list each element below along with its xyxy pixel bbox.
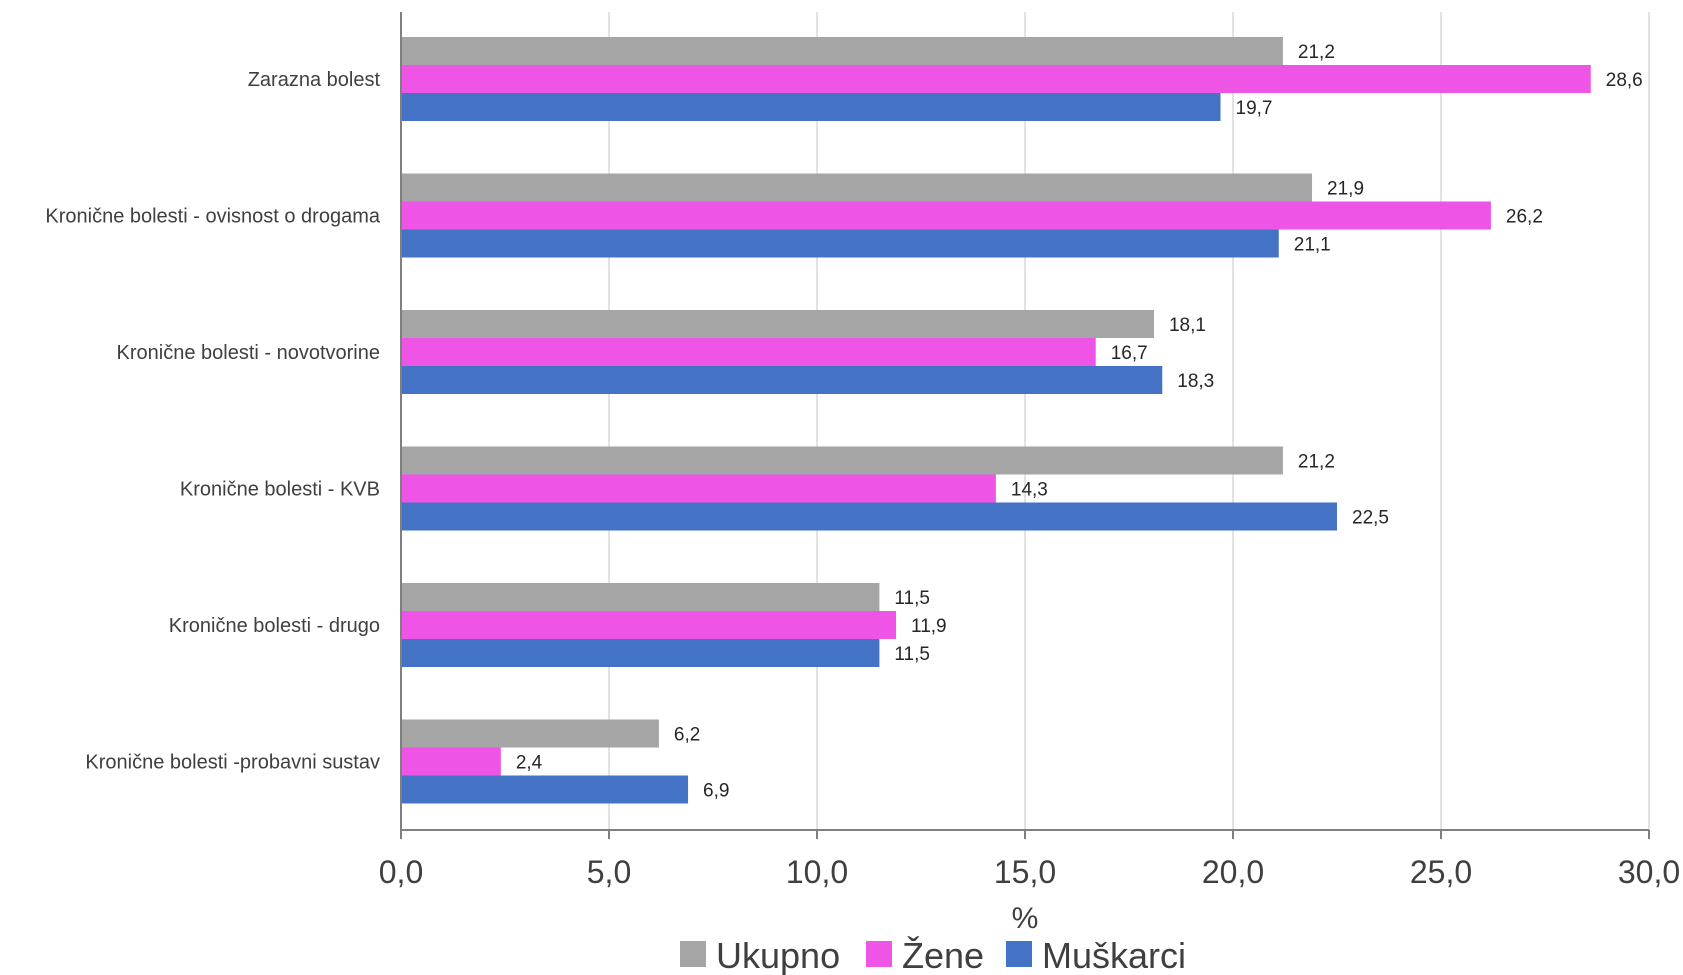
data-label: 28,6 (1606, 70, 1643, 91)
data-label: 6,9 (703, 781, 729, 802)
legend-label: Ukupno (716, 935, 840, 975)
bar (401, 747, 501, 776)
bar (401, 611, 897, 639)
data-label: 22,5 (1352, 508, 1389, 529)
bar (401, 93, 1221, 121)
x-tick-label: 25,0 (1410, 854, 1472, 890)
category-label: Kronične bolesti - KVB (180, 479, 380, 501)
data-label: 16,7 (1111, 343, 1148, 364)
legend-swatch (680, 941, 706, 967)
bar (401, 310, 1154, 338)
x-tick-label: 0,0 (379, 854, 423, 890)
legend-swatch (1006, 941, 1032, 967)
category-label: Kronične bolesti - ovisnost o drogama (45, 206, 380, 228)
data-label: 21,1 (1294, 235, 1331, 256)
x-tick-label: 30,0 (1618, 854, 1680, 890)
data-label: 11,9 (911, 616, 947, 637)
category-label: Kronične bolesti - novotvorine (117, 342, 380, 364)
bar (401, 65, 1591, 93)
data-label: 21,9 (1327, 179, 1364, 200)
data-label: 14,3 (1011, 480, 1048, 501)
x-tick-label: 20,0 (1202, 854, 1264, 890)
data-label: 21,2 (1298, 452, 1335, 473)
data-label: 11,5 (894, 644, 930, 665)
bar (401, 639, 880, 667)
data-label: 6,2 (674, 725, 700, 746)
data-label: 21,2 (1298, 42, 1335, 63)
legend-label: Muškarci (1042, 935, 1186, 975)
category-label: Kronične bolesti -probavni sustav (85, 752, 380, 774)
bar (401, 229, 1279, 258)
data-label: 26,2 (1506, 207, 1543, 228)
data-label: 11,5 (894, 588, 930, 609)
x-tick-label: 15,0 (994, 854, 1056, 890)
legend-swatch (866, 941, 892, 967)
legend-label: Žene (902, 935, 984, 975)
bar (401, 173, 1313, 202)
bar (401, 719, 659, 748)
data-label: 19,7 (1236, 98, 1273, 119)
bar (401, 502, 1337, 531)
bar (401, 775, 689, 804)
bar (401, 37, 1283, 65)
bar (401, 446, 1283, 475)
bar (401, 338, 1096, 366)
x-axis-title: % (1012, 902, 1039, 935)
category-label: Zarazna bolest (248, 69, 381, 91)
category-label: Kronične bolesti - drugo (169, 615, 380, 637)
bar (401, 201, 1491, 230)
x-tick-label: 5,0 (587, 854, 631, 890)
data-label: 18,3 (1177, 371, 1214, 392)
x-tick-label: 10,0 (786, 854, 848, 890)
bar (401, 474, 996, 503)
data-label: 18,1 (1169, 315, 1206, 336)
bar (401, 583, 880, 611)
data-label: 2,4 (516, 753, 543, 774)
bar (401, 366, 1163, 394)
